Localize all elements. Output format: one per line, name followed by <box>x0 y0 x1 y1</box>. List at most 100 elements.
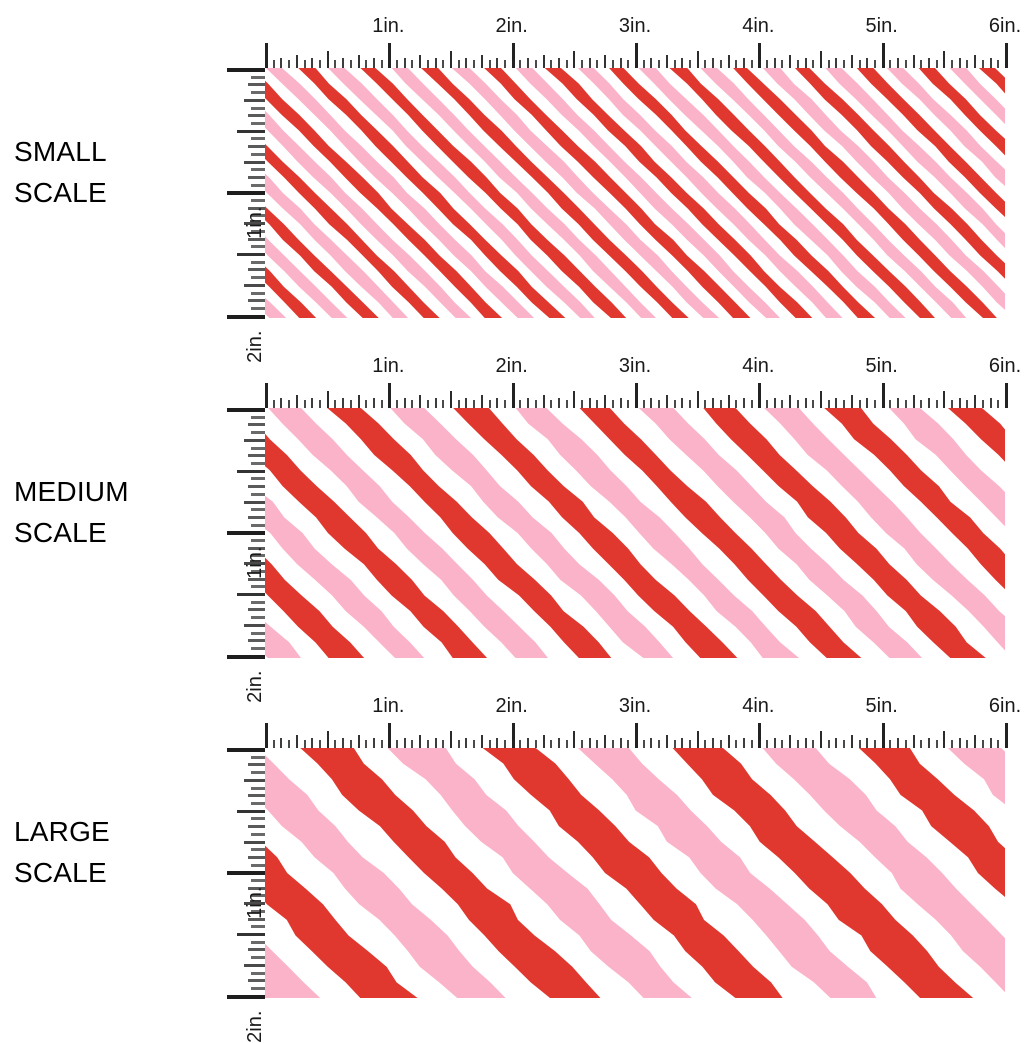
ruler-tick <box>866 58 869 68</box>
ruler-tick <box>981 60 984 68</box>
ruler-tick <box>527 738 530 748</box>
ruler-tick <box>912 395 915 408</box>
stripe <box>265 557 365 658</box>
ruler-tick <box>889 400 892 408</box>
ruler-tick <box>719 740 722 748</box>
ruler-tick <box>251 848 265 852</box>
stripe <box>300 748 601 998</box>
ruler-tick <box>719 400 722 408</box>
ruler-tick <box>681 738 684 748</box>
ruler-tick <box>442 60 445 68</box>
ruler-tick <box>342 58 345 68</box>
stripe <box>856 68 1005 218</box>
ruler-tick <box>251 106 265 110</box>
ruler-tick <box>927 398 930 408</box>
ruler-tick <box>248 577 265 581</box>
ruler-tick <box>251 137 265 141</box>
stripe <box>889 408 1005 527</box>
ruler-label-horizontal: 6in. <box>988 355 1022 377</box>
ruler-tick <box>227 654 265 659</box>
ruler-tick <box>357 735 360 748</box>
ruler-label-horizontal: 4in. <box>742 695 775 717</box>
ruler-label-horizontal: 1in. <box>372 695 405 717</box>
ruler-tick <box>503 60 506 68</box>
ruler-tick <box>881 723 885 748</box>
ruler-tick <box>873 60 876 68</box>
ruler-tick <box>251 755 265 759</box>
ruler-tick <box>251 539 265 543</box>
ruler-tick <box>527 58 530 68</box>
ruler-tick <box>248 485 265 489</box>
ruler-tick <box>251 121 265 125</box>
ruler-tick <box>365 60 368 68</box>
ruler-tick <box>411 740 414 748</box>
ruler-tick <box>981 740 984 748</box>
ruler-tick <box>496 58 499 68</box>
ruler-tick <box>850 735 853 748</box>
ruler-tick <box>248 237 265 241</box>
horizontal-ruler <box>265 42 1008 68</box>
ruler-label-horizontal: 4in. <box>742 355 775 377</box>
ruler-tick <box>611 400 614 408</box>
ruler-tick <box>696 51 699 68</box>
stripe <box>265 495 425 658</box>
ruler-tick <box>827 740 830 748</box>
ruler-tick <box>251 909 265 913</box>
ruler-tick <box>480 735 483 748</box>
ruler-tick <box>473 400 476 408</box>
ruler-tick <box>248 268 265 272</box>
ruler-tick <box>288 60 291 68</box>
stripe <box>638 68 906 318</box>
ruler-tick <box>244 438 265 442</box>
ruler-tick <box>773 58 776 68</box>
ruler-tick <box>658 400 661 408</box>
ruler-label-vertical: 2in. <box>243 1010 266 1043</box>
ruler-tick <box>342 738 345 748</box>
ruler-tick <box>450 391 452 408</box>
ruler-tick <box>227 408 265 412</box>
ruler-tick <box>372 738 375 748</box>
ruler-tick <box>519 740 522 748</box>
stripe <box>672 748 974 998</box>
ruler-tick <box>503 740 506 748</box>
stripe-pattern <box>265 748 1005 998</box>
ruler-tick <box>251 585 265 589</box>
ruler-tick <box>251 523 265 527</box>
ruler-tick <box>248 608 265 612</box>
ruler-tick <box>396 740 399 748</box>
ruler-tick <box>881 43 885 68</box>
ruler-tick <box>688 740 691 748</box>
ruler-label-horizontal: 6in. <box>988 15 1022 37</box>
fabric-swatch-medium <box>265 408 1005 658</box>
ruler-tick <box>635 43 638 68</box>
ruler-tick <box>426 400 429 408</box>
stripe <box>390 408 674 658</box>
ruler-tick <box>573 391 576 408</box>
ruler-tick <box>244 562 265 566</box>
ruler-tick <box>681 398 684 408</box>
ruler-tick <box>958 398 961 408</box>
ruler-tick <box>835 738 838 748</box>
ruler-tick <box>766 400 769 408</box>
ruler-tick <box>804 398 807 408</box>
ruler-tick <box>237 593 265 596</box>
ruler-tick <box>311 398 314 408</box>
ruler-tick <box>611 60 614 68</box>
ruler-tick <box>781 60 784 68</box>
ruler-tick <box>318 740 321 748</box>
ruler-tick <box>920 400 923 408</box>
stripe <box>764 408 1005 651</box>
ruler-tick <box>627 740 630 748</box>
ruler-tick <box>581 60 584 68</box>
ruler-tick <box>272 400 275 408</box>
ruler-tick <box>326 391 329 408</box>
ruler-tick <box>766 60 769 68</box>
ruler-tick <box>958 738 961 748</box>
stripe <box>327 408 612 658</box>
ruler-label-horizontal: 3in. <box>618 695 652 717</box>
ruler-tick <box>904 400 907 408</box>
ruler-tick <box>835 58 838 68</box>
ruler-tick <box>527 398 530 408</box>
